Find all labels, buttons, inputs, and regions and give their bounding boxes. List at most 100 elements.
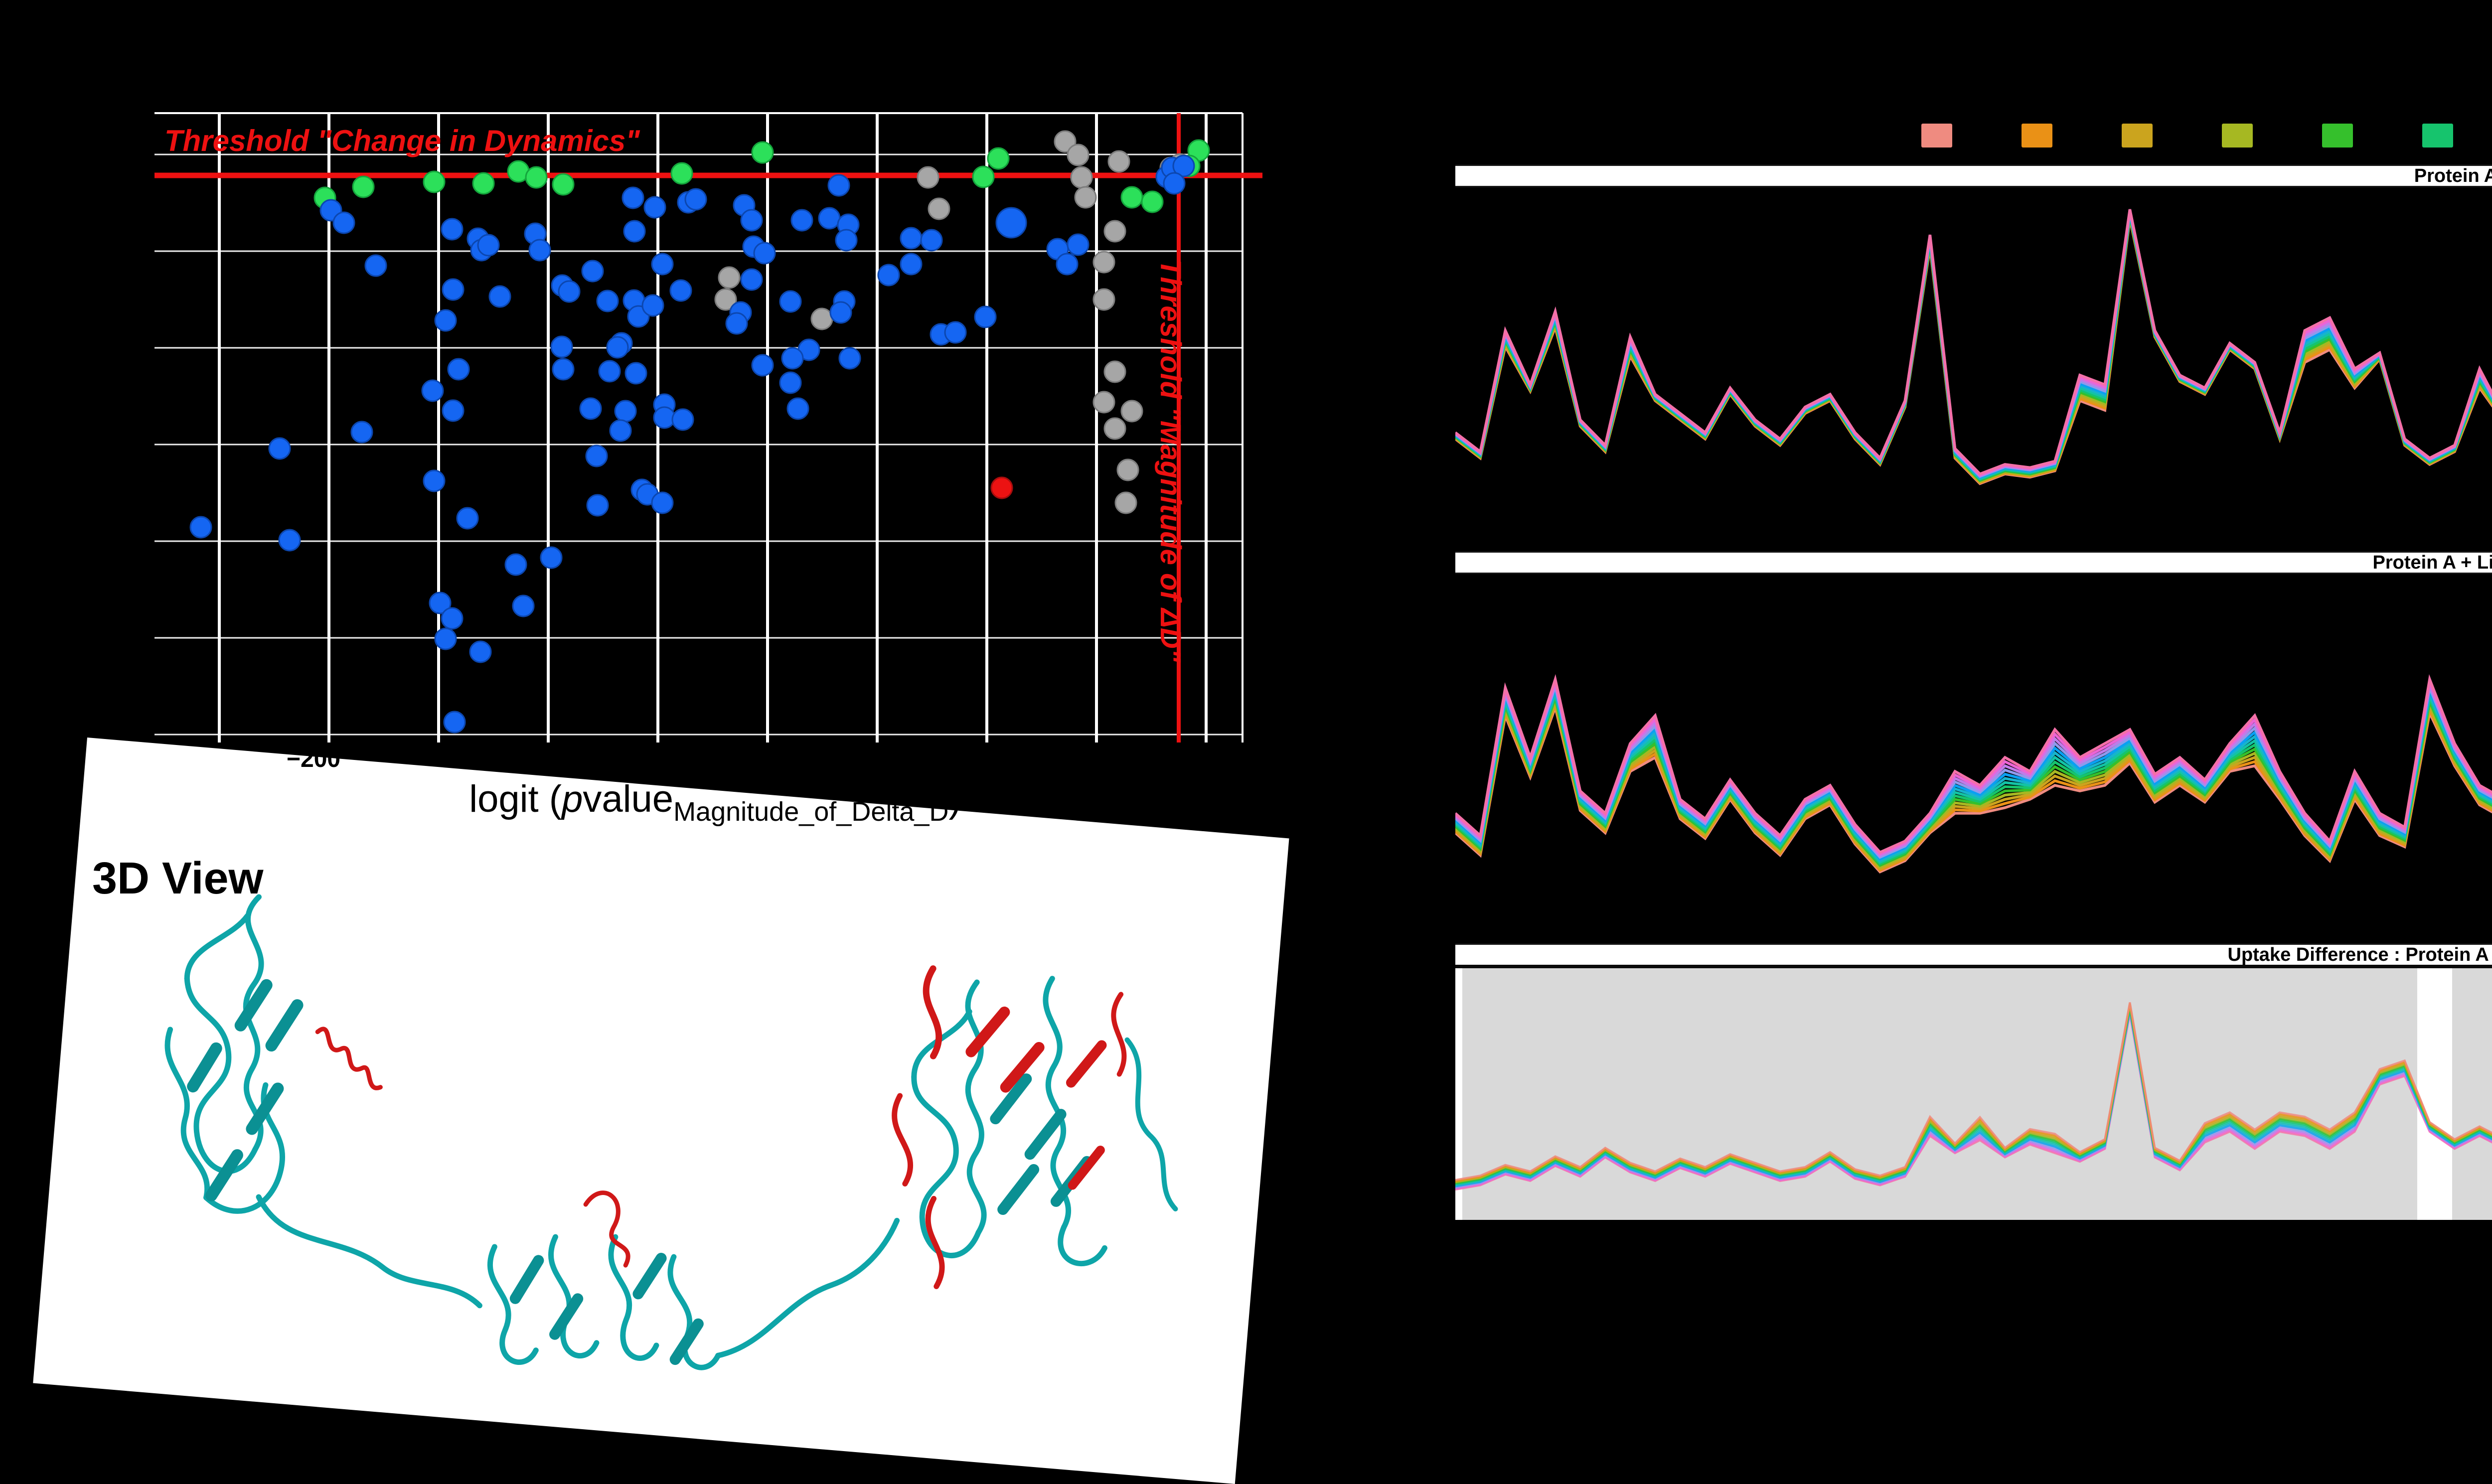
scatter-point	[811, 308, 832, 329]
scatter-point	[422, 380, 443, 401]
scatter-point	[607, 337, 628, 358]
scatter-point	[945, 322, 966, 343]
scatter-point	[929, 198, 949, 219]
scatter-point	[1108, 151, 1129, 172]
3d-view-title: 3D View	[92, 853, 264, 904]
3d-view-panel	[33, 738, 1289, 1484]
threshold-change-dynamics-label: Threshold "Change in Dynamics"	[164, 124, 640, 158]
scatter-point	[901, 228, 922, 249]
scatter-point	[553, 359, 574, 380]
scatter-point	[473, 173, 494, 194]
scatter-point	[1104, 221, 1125, 242]
scatter-point	[991, 477, 1012, 498]
scatter-point	[644, 197, 665, 218]
scatter-point	[424, 470, 445, 491]
scatter-point	[652, 254, 673, 275]
uptake-chart-protein-a-ligand	[1455, 570, 2492, 932]
app-canvas: { "page": {"background": "#000000"}, "vo…	[0, 0, 2492, 1354]
volcano-plot	[0, 0, 1296, 797]
scatter-point	[478, 235, 499, 256]
scatter-point	[529, 240, 550, 261]
scatter-point	[752, 355, 773, 376]
scatter-point	[1121, 187, 1142, 208]
scatter-point	[878, 265, 899, 286]
scatter-point	[457, 508, 478, 529]
scatter-point	[1104, 418, 1125, 439]
scatter-point	[830, 302, 851, 323]
scatter-point	[642, 295, 663, 316]
scatter-point	[782, 348, 803, 369]
x-axis-label-value: value	[583, 778, 673, 820]
scatter-point	[448, 359, 469, 380]
scatter-point	[279, 530, 300, 551]
chart2-title: Protein A + Ligand	[2373, 552, 2492, 574]
scatter-point	[671, 163, 692, 184]
chart2-title-bar: Protein A + Ligand	[1455, 551, 2492, 574]
scatter-point	[1071, 167, 1092, 188]
uptake-line-series-9	[1455, 682, 2492, 859]
scatter-point	[996, 208, 1026, 238]
chart1-title: Protein A	[2414, 165, 2492, 187]
legend-swatch-5	[2322, 124, 2353, 148]
threshold-magnitude-label: Threshold "Magnitude of ΔD"	[1154, 259, 1187, 662]
scatter-point	[1164, 173, 1185, 194]
scatter-point	[901, 254, 922, 275]
scatter-point	[1057, 254, 1078, 275]
scatter-point	[623, 187, 643, 208]
scatter-point	[1075, 187, 1096, 208]
scatter-point	[553, 174, 574, 195]
scatter-point	[489, 286, 510, 307]
scatter-point	[1093, 289, 1114, 310]
scatter-point	[685, 189, 706, 210]
scatter-point	[353, 176, 374, 197]
scatter-point	[505, 554, 526, 575]
scatter-point	[443, 400, 464, 421]
scatter-point	[610, 420, 631, 441]
scatter-point	[836, 230, 857, 251]
scatter-point	[443, 279, 464, 300]
scatter-point	[754, 243, 775, 264]
uptake-line-series-8	[1455, 213, 2492, 478]
ribbon-teal	[144, 890, 1195, 1416]
scatter-point	[442, 219, 463, 240]
scatter-point	[988, 148, 1009, 169]
scatter-point	[670, 280, 691, 301]
scatter-point	[1115, 492, 1136, 513]
scatter-point	[1117, 459, 1138, 480]
scatter-point	[828, 175, 849, 196]
x-tick-label: −200	[287, 745, 340, 773]
x-axis-label: logit (pvalueMagnitude_of_Delta_D)	[416, 777, 1014, 827]
legend-swatch-1	[1921, 124, 1952, 148]
scatter-point	[580, 398, 601, 419]
scatter-point	[551, 336, 572, 357]
scatter-point	[615, 401, 636, 422]
scatter-point	[973, 166, 994, 187]
scatter-point	[442, 608, 463, 629]
scatter-point	[597, 291, 618, 311]
scatter-point	[587, 495, 608, 516]
scatter-point	[752, 142, 773, 163]
scatter-point	[625, 363, 646, 384]
protein-ribbon-image	[96, 867, 1199, 1443]
x-axis-label-p: p	[562, 778, 583, 820]
scatter-point	[269, 438, 290, 459]
scatter-point	[351, 422, 372, 443]
uptake-line-series-8	[1455, 689, 2492, 861]
scatter-point	[654, 407, 675, 428]
x-axis-label-subscript: Magnitude_of_Delta_D	[673, 797, 948, 827]
x-axis-label-suffix: )	[948, 778, 961, 820]
legend-swatch-2	[2022, 124, 2052, 148]
scatter-point	[1093, 252, 1114, 273]
scatter-point	[741, 269, 762, 290]
scatter-point	[435, 628, 456, 649]
scatter-point	[975, 306, 996, 327]
scatter-point	[365, 255, 386, 276]
scatter-point	[470, 641, 491, 662]
scatter-point	[672, 409, 693, 430]
scatter-point	[624, 221, 645, 242]
scatter-point	[526, 167, 547, 188]
scatter-point	[333, 212, 354, 233]
scatter-point	[787, 398, 808, 419]
legend-swatch-4	[2222, 124, 2253, 148]
uptake-line-series-7	[1455, 693, 2492, 862]
